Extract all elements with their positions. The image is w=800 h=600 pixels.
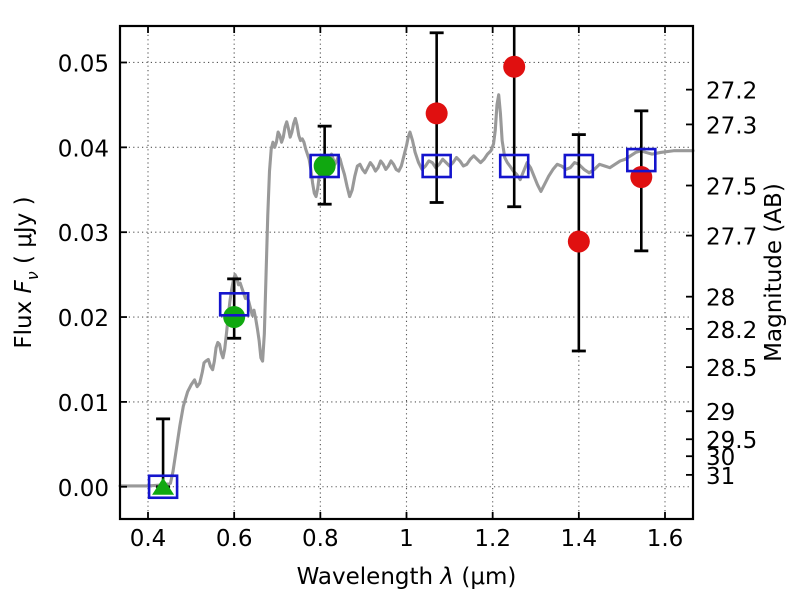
observed-marker-square-6: [626, 147, 657, 173]
observed-marker-square-4: [498, 153, 530, 179]
model-marker-red-circle-2: [567, 230, 590, 253]
x-axis-title: Wavelength λ (μm): [297, 564, 517, 590]
x-tick-label-1: 1: [399, 526, 414, 552]
observed-marker-square-3: [421, 153, 452, 179]
svg-text:Flux Fν ( μJy ): Flux Fν ( μJy ): [11, 196, 42, 348]
model-marker-green-circle-2: [313, 155, 336, 178]
mag-tick-label-30: 30: [706, 445, 735, 471]
model-marker-red-circle-3: [630, 166, 653, 189]
model-marker-green-triangle: [152, 477, 175, 495]
mag-tick-label-27.5: 27.5: [706, 175, 757, 201]
model-marker-red-circle-1: [503, 55, 526, 78]
y-tick-label-0.01: 0.01: [58, 391, 109, 417]
x-tick-label-1.4: 1.4: [561, 526, 598, 552]
mag-tick-label-29: 29: [706, 400, 735, 426]
y-tick-label-0.03: 0.03: [58, 221, 109, 247]
x-tick-label-1.6: 1.6: [647, 526, 684, 552]
y-tick-label-0.00: 0.00: [58, 476, 109, 502]
x-tick-label-0.4: 0.4: [130, 526, 167, 552]
x-tick-label-0.8: 0.8: [302, 526, 339, 552]
mag-tick-label-27.7: 27.7: [706, 225, 757, 251]
mag-tick-label-28.5: 28.5: [706, 356, 757, 382]
mag-tick-label-27.3: 27.3: [706, 113, 757, 139]
mag-tick-label-29.5: 29.5: [706, 428, 757, 454]
x-tick-label-1.2: 1.2: [474, 526, 511, 552]
y-tick-label-0.04: 0.04: [58, 136, 109, 162]
mag-tick-label-28.2: 28.2: [706, 318, 757, 344]
model-marker-red-circle-0: [425, 102, 448, 125]
mag-tick-label-31: 31: [706, 464, 735, 490]
y-tick-label-0.02: 0.02: [58, 306, 109, 332]
observed-marker-square-2: [309, 153, 340, 179]
observed-marker-square-1: [218, 292, 250, 317]
observed-marker-square-0: [147, 474, 179, 500]
mag-tick-label-27.2: 27.2: [706, 79, 757, 105]
model-marker-green-circle-1: [223, 306, 246, 329]
x-tick-label-0.6: 0.6: [216, 526, 253, 552]
y-axis-title: Flux Fν ( μJy ): [11, 196, 42, 348]
y-tick-label-0.05: 0.05: [58, 51, 109, 77]
mag-tick-label-28: 28: [706, 286, 735, 312]
model-spectrum-line: [118, 93, 695, 488]
observed-marker-square-5: [563, 153, 595, 179]
svg-text:Magnitude (AB): Magnitude (AB): [761, 183, 787, 362]
mag-axis-title: Magnitude (AB): [761, 183, 787, 362]
